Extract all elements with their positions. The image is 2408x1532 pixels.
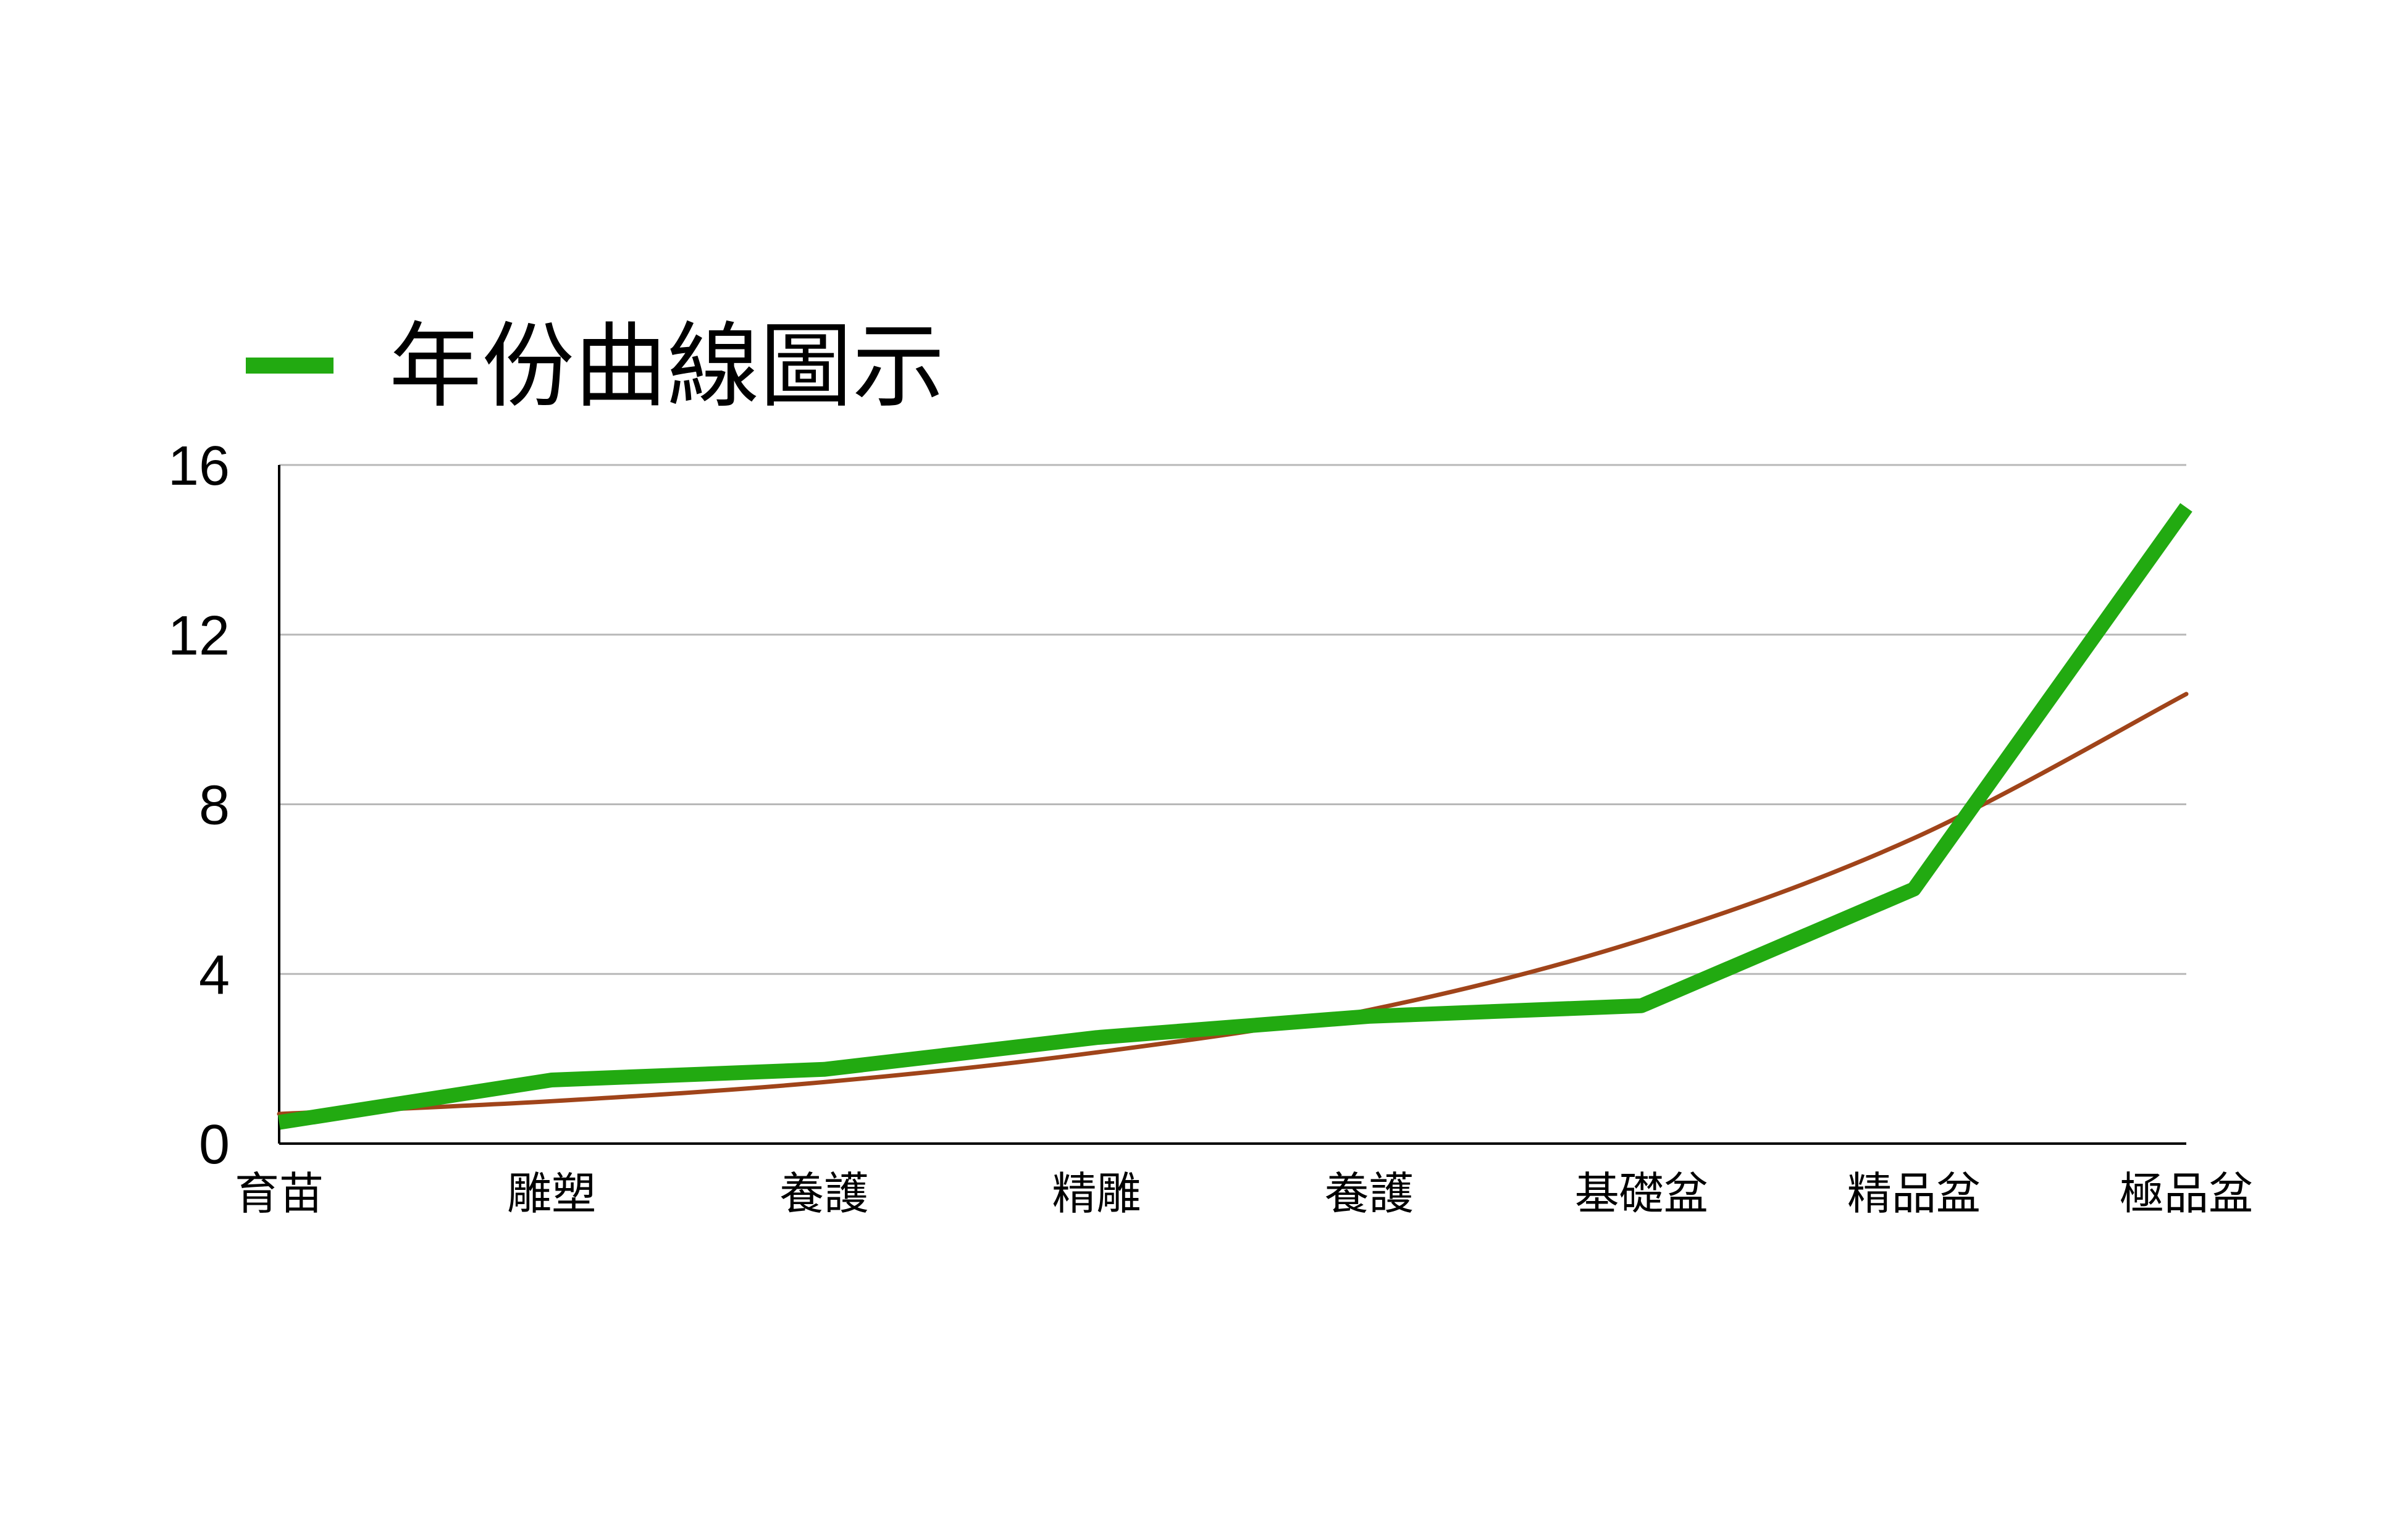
data-point bbox=[1641, 1005, 1642, 1006]
y-axis-ticks: 0 4 8 12 16 bbox=[168, 435, 230, 1176]
x-tick-label: 精品盆 bbox=[1847, 1168, 1981, 1220]
y-tick-label: 8 bbox=[199, 775, 230, 837]
axes bbox=[278, 465, 2186, 1145]
x-tick-label: 極品盆 bbox=[2120, 1168, 2253, 1220]
y-tick-label: 12 bbox=[168, 605, 230, 667]
x-tick-label: 養護 bbox=[1325, 1168, 1414, 1220]
legend: 年份曲線圖示 bbox=[246, 313, 945, 421]
gridlines bbox=[279, 464, 2186, 975]
y-tick-label: 16 bbox=[168, 435, 230, 497]
legend-label: 年份曲線圖示 bbox=[389, 313, 945, 421]
y-tick-label: 0 bbox=[199, 1114, 230, 1176]
data-point bbox=[279, 1122, 280, 1123]
data-point bbox=[2186, 507, 2187, 508]
data-point bbox=[1096, 1037, 1097, 1038]
x-tick-label: 雕塑 bbox=[507, 1168, 596, 1220]
x-tick-label: 養護 bbox=[779, 1168, 868, 1220]
x-tick-label: 育苗 bbox=[235, 1168, 324, 1220]
series-line bbox=[278, 503, 2192, 1130]
trendline-path bbox=[277, 692, 2189, 1116]
x-axis-ticks: 育苗 雕塑 養護 精雕 養護 基礎盆 精品盆 極品盆 bbox=[235, 1168, 2253, 1220]
series-lines bbox=[278, 503, 2192, 1130]
x-tick-label: 基礎盆 bbox=[1575, 1168, 1708, 1220]
y-tick-label: 4 bbox=[199, 944, 230, 1006]
trendline bbox=[277, 692, 2189, 1116]
x-tick-label: 精雕 bbox=[1052, 1168, 1141, 1220]
